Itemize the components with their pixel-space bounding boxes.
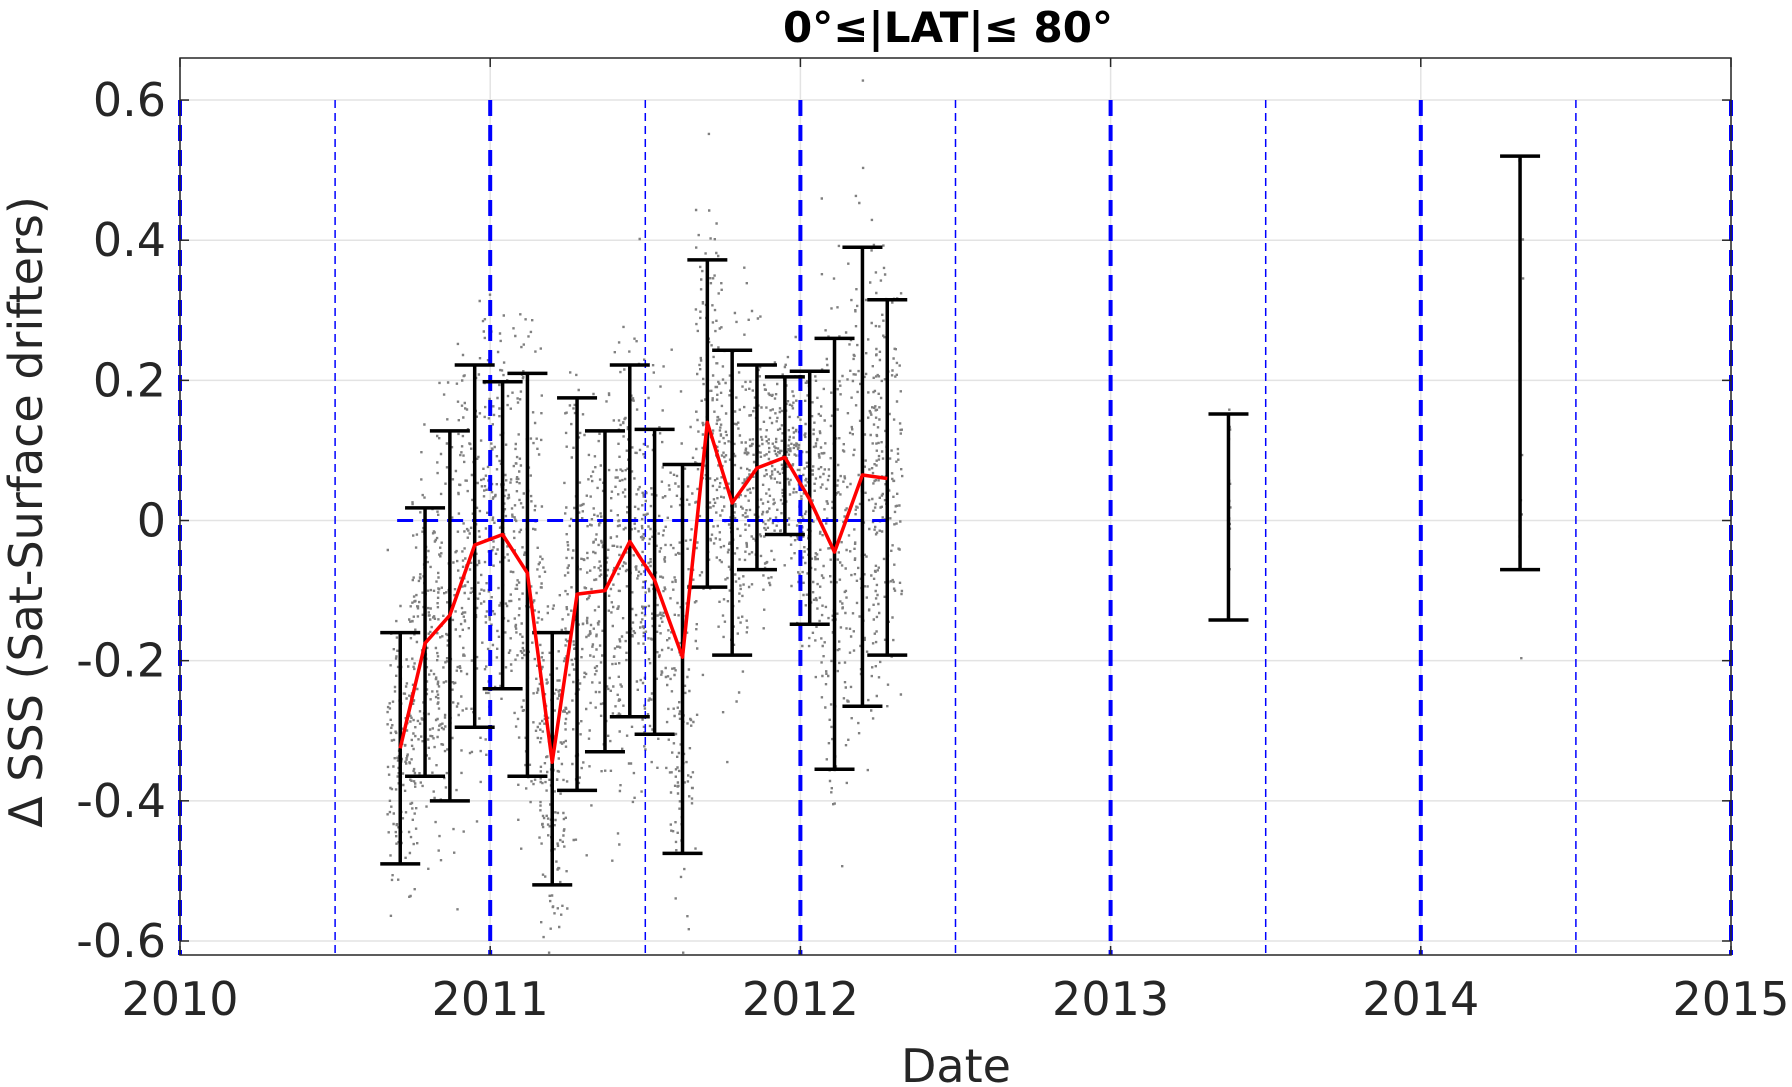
error-bar	[1500, 154, 1541, 572]
y-tick-label: -0.4	[76, 774, 166, 828]
x-tick-label: 2014	[1362, 972, 1479, 1026]
y-tick-label: -0.6	[76, 914, 166, 968]
x-tick-label: 2012	[742, 972, 859, 1026]
y-tick-label: -0.2	[76, 634, 166, 688]
y-tick-label: 0.6	[93, 73, 166, 127]
y-tick-label: 0	[137, 494, 166, 548]
mean-line	[398, 420, 888, 765]
x-tick-label: 2013	[1052, 972, 1169, 1026]
y-tick-label: 0.2	[93, 353, 166, 407]
x-tick-label: 2011	[432, 972, 549, 1026]
chart-title: 0°≤|LAT|≤ 80°	[783, 3, 1113, 52]
y-tick-label: 0.4	[93, 213, 166, 267]
y-axis-label: Δ SSS (Sat-Surface drifters)	[0, 196, 53, 828]
reference-lines	[178, 100, 1733, 955]
y-axis-ticks: 0.6 0.4 0.2 0 -0.2 -0.4 -0.6	[76, 73, 1731, 968]
mean-line-group	[398, 420, 888, 765]
x-axis-label: Date	[901, 1039, 1011, 1087]
error-bar	[1208, 412, 1249, 622]
plot-frame	[179, 57, 1732, 956]
x-axis-ticks: 2010 2011 2012 2013 2014 2015	[121, 58, 1790, 1026]
x-tick-label: 2010	[121, 972, 238, 1026]
x-tick-label: 2015	[1672, 972, 1789, 1026]
